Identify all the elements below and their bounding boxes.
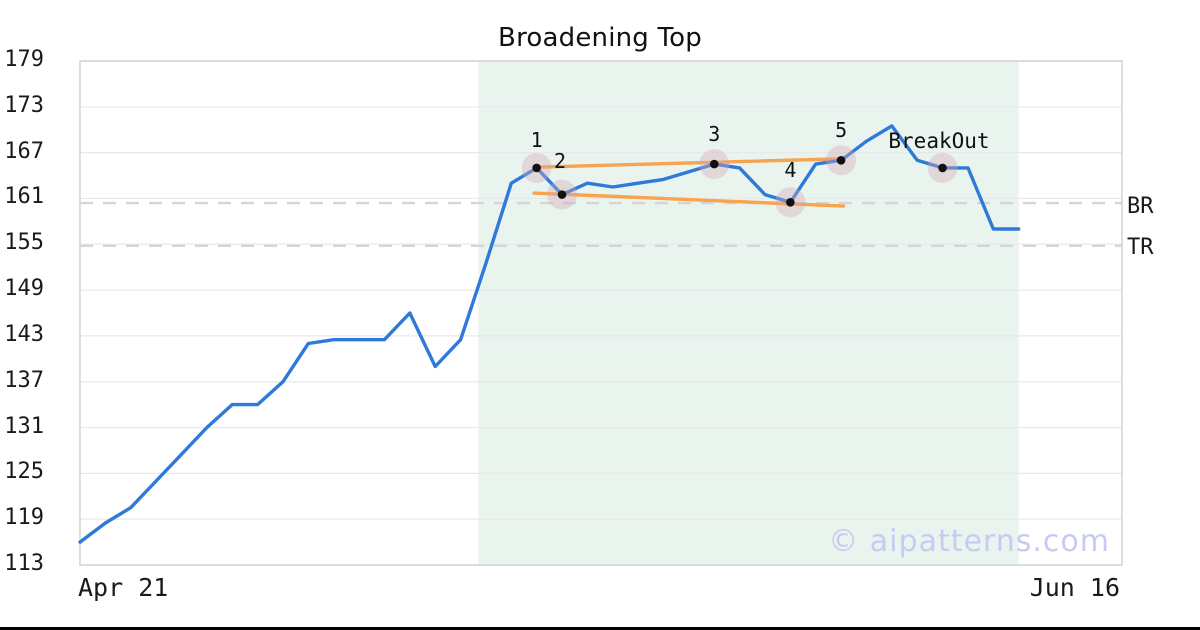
x-tick-label-end: Jun 16 [1029, 573, 1120, 602]
br-level-label: BR [1127, 194, 1154, 219]
y-tick-label: 179 [4, 47, 44, 72]
chart-title: Broadening Top [498, 23, 702, 53]
y-tick-label: 131 [4, 413, 44, 439]
y-tick-label: 149 [4, 276, 44, 302]
breakout-shading [478, 61, 1019, 565]
y-tick-label: 173 [4, 92, 44, 118]
image-bottom-border [0, 627, 1200, 630]
pattern-point-dot [709, 159, 719, 169]
watermark: © aipatterns.com [828, 524, 1110, 559]
y-tick-label: 119 [4, 505, 44, 531]
upper-broadening-line [534, 157, 846, 169]
pattern-point-label: 1 [531, 128, 543, 152]
x-tick-label-start: Apr 21 [78, 573, 169, 602]
plot-border [79, 60, 1123, 566]
pattern-point-label: 4 [784, 158, 796, 182]
y-tick-label: 167 [4, 138, 44, 164]
y-tick-label: 125 [4, 459, 44, 485]
y-tick-label: 143 [4, 321, 44, 347]
pattern-point-dot [532, 163, 541, 173]
y-tick-label: 113 [4, 551, 44, 576]
y-tick-label: 137 [4, 367, 44, 393]
pattern-point-label: 5 [835, 118, 847, 142]
pattern-point-label: 3 [708, 122, 720, 146]
pattern-point-dot [836, 155, 846, 165]
pattern-point-dot [557, 190, 567, 199]
y-tick-label: 161 [4, 184, 44, 210]
tr-level-label: TR [1127, 235, 1154, 260]
pattern-point-label: 2 [554, 149, 566, 173]
pattern-point-dot [786, 197, 795, 207]
y-tick-label: 155 [4, 230, 44, 256]
price-line [78, 124, 1021, 544]
pattern-point-dot [938, 163, 947, 173]
pattern-point-label: BreakOut [888, 129, 989, 153]
